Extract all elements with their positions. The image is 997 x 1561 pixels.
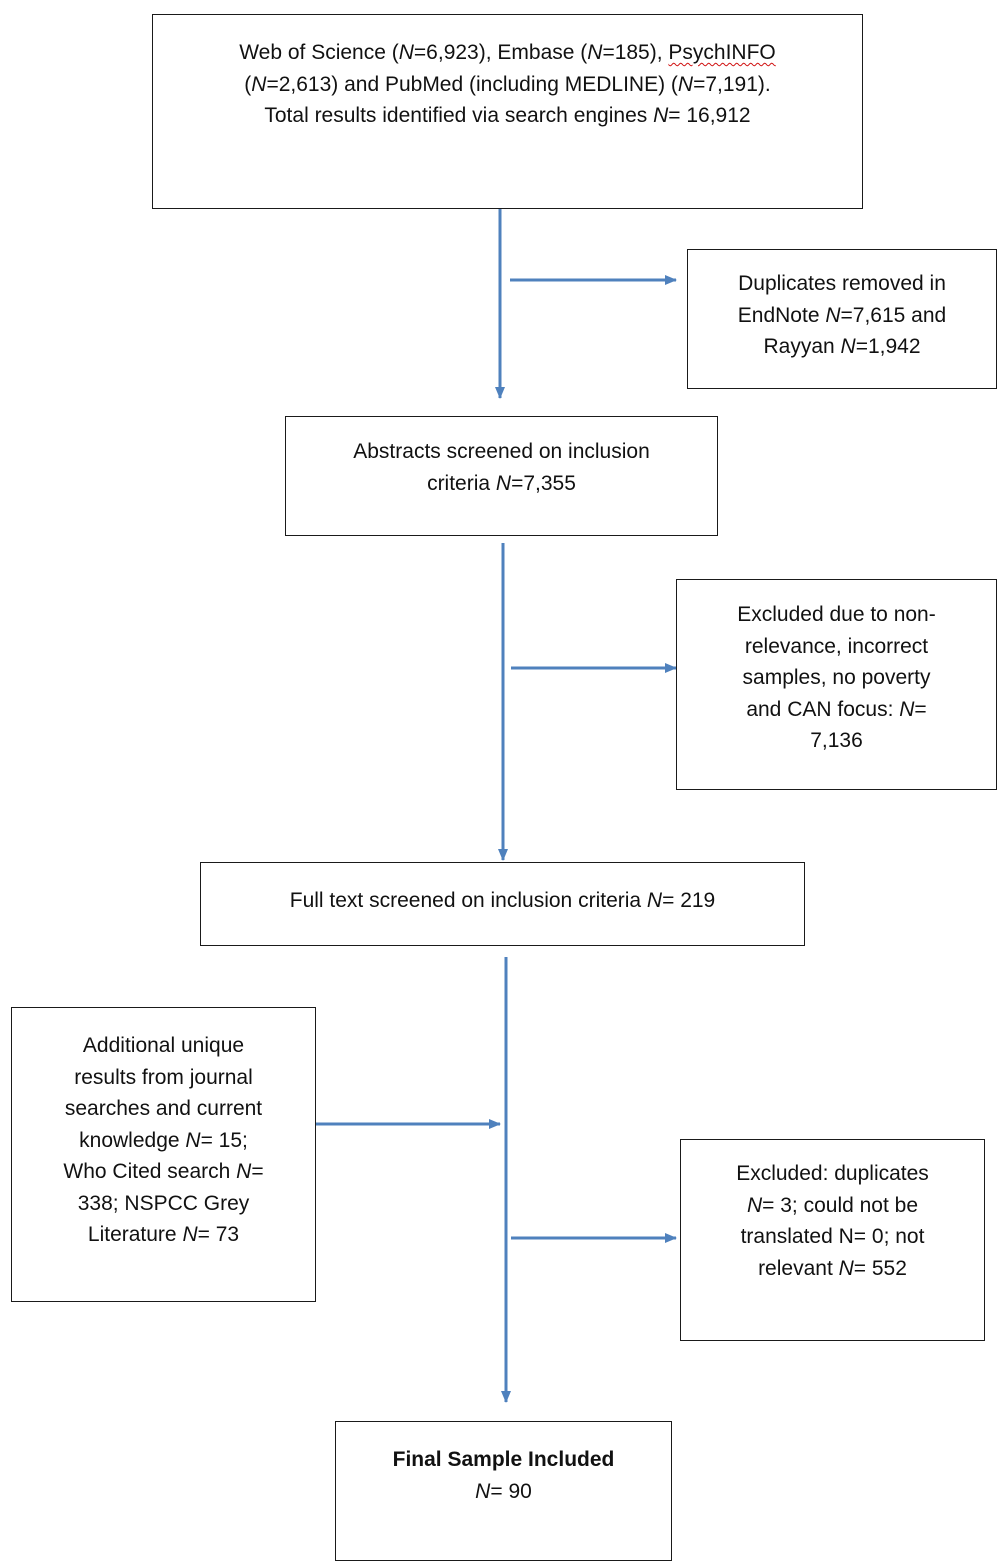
abstracts-screened-box: Abstracts screened on inclusion criteria… [285,416,718,536]
search-results-line-1: Web of Science (N=6,923), Embase (N=185)… [239,41,776,64]
search-results-line-3: Total results identified via search engi… [264,104,751,127]
final-sample-box: Final Sample Included N= 90 [335,1421,672,1561]
excluded2-line-4: relevant N= 552 [758,1256,907,1280]
abstracts-line-1: Abstracts screened on inclusion [353,440,650,463]
final-line-1: Final Sample Included [392,1448,615,1471]
excluded2-line-1: Excluded: duplicates [736,1162,929,1185]
additional-line-6: 338; NSPCC Grey [77,1191,250,1215]
duplicates-line-2: EndNote N=7,615 and [737,303,947,327]
additional-results-box: Additional unique results from journal s… [11,1007,316,1302]
final-line-2: N= 90 [475,1479,532,1503]
additional-line-3: searches and current [64,1097,263,1120]
excluded1-line-1: Excluded due to non- [737,603,936,626]
excluded1-line-5: 7,136 [810,729,863,752]
additional-line-7: Literature N= 73 [87,1223,240,1246]
excluded1-line-2: relevance, incorrect [744,634,929,658]
duplicates-line-1: Duplicates removed in [738,272,946,295]
abstracts-line-2: criteria N=7,355 [427,471,576,495]
additional-line-1: Additional unique [82,1034,245,1057]
spellcheck-underline: PsychINFO [668,41,776,64]
duplicates-line-3: Rayyan N=1,942 [763,335,921,358]
additional-line-2: results from journal [74,1065,253,1089]
duplicates-removed-box: Duplicates removed in EndNote N=7,615 an… [687,249,997,389]
additional-line-5: Who Cited search N= [63,1160,264,1183]
excluded2-line-3: translated N= 0; not [740,1225,925,1248]
excluded2-line-2: N= 3; could not be [746,1193,919,1217]
search-results-box: Web of Science (N=6,923), Embase (N=185)… [152,14,863,209]
additional-line-4: knowledge N= 15; [79,1128,248,1152]
full-text-screened-box: Full text screened on inclusion criteria… [200,862,805,946]
fulltext-line-1: Full text screened on inclusion criteria… [289,889,716,912]
excluded1-line-4: and CAN focus: N= [746,697,927,721]
excluded1-line-3: samples, no poverty [742,666,931,689]
search-results-line-2: (N=2,613) and PubMed (including MEDLINE)… [244,72,771,96]
excluded-fulltext-box: Excluded: duplicates N= 3; could not be … [680,1139,985,1341]
excluded-abstracts-box: Excluded due to non- relevance, incorrec… [676,579,997,790]
